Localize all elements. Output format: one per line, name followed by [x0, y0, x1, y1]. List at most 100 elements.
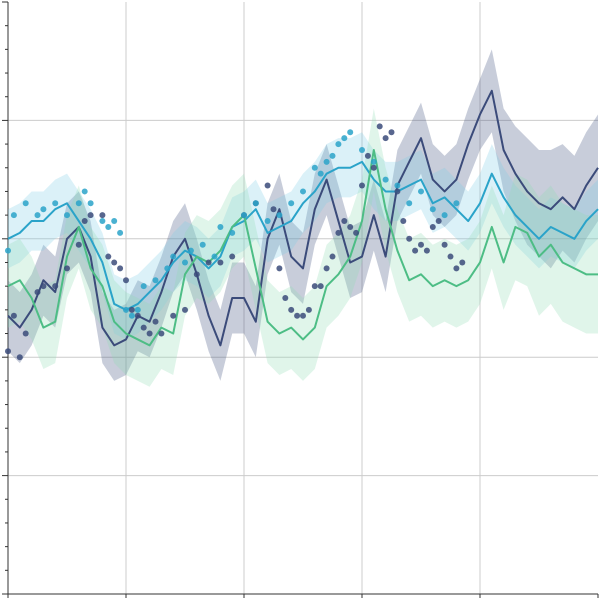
series-2-point: [52, 200, 58, 206]
series-2-point: [442, 212, 448, 218]
series-1-point: [265, 183, 271, 189]
series-2-point: [212, 254, 218, 260]
series-2-point: [64, 212, 70, 218]
series-2-point: [288, 200, 294, 206]
series-2-point: [11, 212, 17, 218]
series-1-point: [229, 254, 235, 260]
series-2-point: [318, 171, 324, 177]
series-2-point: [188, 248, 194, 254]
series-1-point: [394, 188, 400, 194]
series-2-point: [35, 212, 41, 218]
series-1-point: [35, 289, 41, 295]
series-2-point: [265, 218, 271, 224]
series-1-point: [182, 307, 188, 313]
series-2-point: [330, 153, 336, 159]
series-2-point: [253, 200, 259, 206]
series-1-point: [312, 283, 318, 289]
series-1-point: [436, 218, 442, 224]
series-1-point: [276, 265, 282, 271]
series-1-point: [170, 313, 176, 319]
series-1-point: [99, 212, 105, 218]
series-1-point: [217, 259, 223, 265]
series-1-point: [424, 248, 430, 254]
series-1-point: [459, 259, 465, 265]
series-1-point: [442, 242, 448, 248]
series-1-point: [324, 265, 330, 271]
series-1-point: [117, 265, 123, 271]
series-1-point: [206, 259, 212, 265]
series-1-point: [52, 283, 58, 289]
series-2-point: [453, 200, 459, 206]
series-1-point: [11, 313, 17, 319]
series-1-point: [294, 313, 300, 319]
series-1-point: [453, 265, 459, 271]
series-1-point: [40, 283, 46, 289]
series-1-point: [135, 313, 141, 319]
series-2-point: [170, 254, 176, 260]
series-1-point: [400, 218, 406, 224]
series-1-point: [448, 254, 454, 260]
series-2-point: [241, 212, 247, 218]
series-2-point: [394, 183, 400, 189]
series-1-point: [129, 307, 135, 313]
series-2-point: [359, 147, 365, 153]
series-2-point: [335, 141, 341, 147]
series-2-point: [430, 206, 436, 212]
series-1-point: [82, 218, 88, 224]
series-2-point: [300, 188, 306, 194]
series-1-point: [88, 212, 94, 218]
series-1-point: [123, 277, 129, 283]
series-2-point: [23, 200, 29, 206]
series-1-point: [17, 354, 23, 360]
series-1-point: [282, 295, 288, 301]
series-1-point: [300, 313, 306, 319]
series-1-point: [271, 206, 277, 212]
series-2-point: [99, 218, 105, 224]
series-1-point: [359, 183, 365, 189]
series-1-point: [383, 135, 389, 141]
series-1-point: [141, 325, 147, 331]
series-1-point: [306, 307, 312, 313]
series-1-point: [5, 348, 11, 354]
series-2-point: [312, 165, 318, 171]
series-2-point: [123, 307, 129, 313]
series-2-point: [88, 200, 94, 206]
series-1-point: [194, 271, 200, 277]
series-1-point: [335, 230, 341, 236]
series-2-point: [153, 277, 159, 283]
series-2-point: [406, 200, 412, 206]
series-1-point: [371, 165, 377, 171]
series-2-point: [141, 283, 147, 289]
series-1-point: [353, 230, 359, 236]
series-2-point: [276, 212, 282, 218]
series-2-point: [217, 224, 223, 230]
series-2-point: [371, 159, 377, 165]
series-2-point: [105, 224, 111, 230]
series-2-point: [129, 313, 135, 319]
series-2-point: [229, 230, 235, 236]
series-1-point: [64, 265, 70, 271]
series-2-point: [341, 135, 347, 141]
series-2-point: [40, 206, 46, 212]
series-2-point: [135, 307, 141, 313]
series-1-point: [412, 248, 418, 254]
series-2-point: [347, 129, 353, 135]
series-1-point: [158, 331, 164, 337]
series-1-point: [330, 254, 336, 260]
series-1-point: [389, 129, 395, 135]
series-2-point: [418, 188, 424, 194]
series-1-point: [147, 331, 153, 337]
series-1-point: [111, 259, 117, 265]
series-1-point: [105, 254, 111, 260]
series-2-point: [76, 200, 82, 206]
series-1-point: [418, 242, 424, 248]
series-2-point: [117, 230, 123, 236]
series-1-point: [288, 307, 294, 313]
series-1-point: [347, 224, 353, 230]
series-2-point: [200, 242, 206, 248]
series-1-point: [406, 236, 412, 242]
series-1-point: [76, 242, 82, 248]
series-2-point: [164, 265, 170, 271]
